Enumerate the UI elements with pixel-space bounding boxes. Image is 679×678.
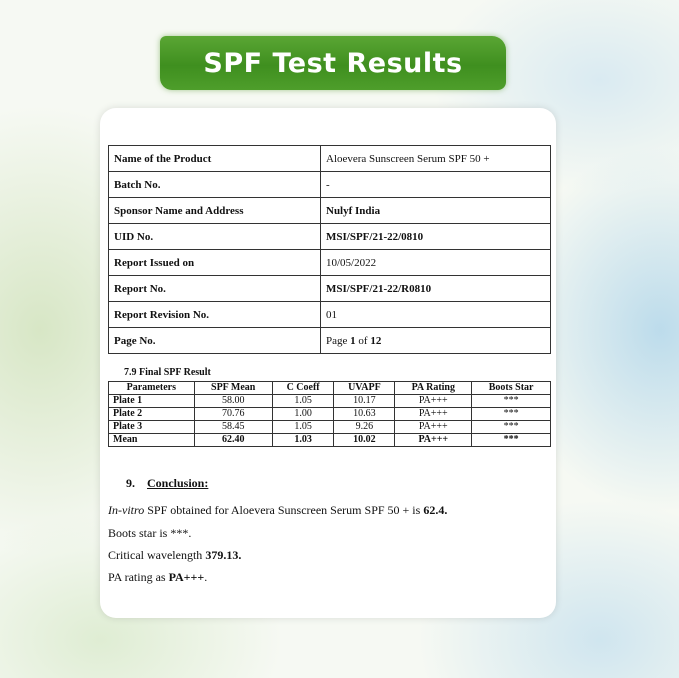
spf-text: SPF obtained for Aloevera Sunscreen Seru… (144, 503, 424, 517)
result-cell: PA+++ (394, 420, 473, 434)
info-row: Sponsor Name and Address Nulyf India (108, 197, 551, 224)
result-cell: *** (471, 394, 551, 408)
column-header: C Coeff (271, 381, 335, 395)
result-cell: PA+++ (394, 407, 473, 421)
info-label: Report Issued on (108, 249, 321, 276)
result-cell: PA+++ (394, 394, 473, 408)
result-cell: 58.45 (193, 420, 273, 434)
conclusion-pa-line: PA rating as PA+++. (108, 570, 207, 585)
info-value: Nulyf India (320, 197, 551, 224)
result-cell: *** (471, 420, 551, 434)
result-cell: Plate 1 (108, 394, 195, 408)
result-cell: Plate 3 (108, 420, 195, 434)
title-banner: SPF Test Results (160, 36, 506, 90)
info-label: UID No. (108, 223, 321, 250)
result-row: Plate 3 58.45 1.05 9.26 PA+++ *** (108, 420, 551, 434)
result-cell: 10.17 (333, 394, 396, 408)
result-row: Plate 2 70.76 1.00 10.63 PA+++ *** (108, 407, 551, 421)
conclusion-spf-line: In-vitro SPF obtained for Aloevera Sunsc… (108, 503, 447, 518)
info-label: Sponsor Name and Address (108, 197, 321, 224)
result-cell: Mean (108, 433, 195, 447)
result-cell: 62.40 (193, 433, 273, 447)
info-row: Report Revision No. 01 (108, 301, 551, 328)
result-cell: 58.00 (193, 394, 273, 408)
result-table-title: 7.9 Final SPF Result (124, 367, 211, 378)
column-header: Boots Star (471, 381, 551, 395)
info-row: Name of the Product Aloevera Sunscreen Se… (108, 145, 551, 172)
info-value: - (320, 171, 551, 198)
info-row: Batch No. - (108, 171, 551, 198)
info-value: 01 (320, 301, 551, 328)
spf-result-table: Parameters SPF Mean C Coeff UVAPF PA Rating B… (108, 381, 551, 447)
result-cell: 1.05 (271, 420, 335, 434)
product-info-table: Name of the Product Aloevera Sunscreen Se… (108, 145, 551, 354)
column-header: UVAPF (333, 381, 396, 395)
result-cell: 10.02 (333, 433, 396, 447)
result-row: Plate 1 58.00 1.05 10.17 PA+++ *** (108, 394, 551, 408)
conclusion-wavelength-line: Critical wavelength 379.13. (108, 548, 241, 563)
result-cell: 70.76 (193, 407, 273, 421)
info-label: Page No. (108, 327, 321, 354)
column-header: SPF Mean (193, 381, 273, 395)
section-title: Conclusion: (147, 476, 209, 490)
pa-value: PA+++ (168, 570, 205, 584)
column-header: Parameters (108, 381, 195, 395)
info-value: 10/05/2022 (320, 249, 551, 276)
info-value: MSI/SPF/21-22/R0810 (320, 275, 551, 302)
page-number: Page 1 of 12 (320, 327, 551, 354)
result-cell: Plate 2 (108, 407, 195, 421)
info-label: Batch No. (108, 171, 321, 198)
report-card: Name of the Product Aloevera Sunscreen Se… (100, 108, 556, 618)
section-number: 9. (126, 476, 135, 490)
pa-end: . (204, 570, 208, 584)
result-cell: 10.63 (333, 407, 396, 421)
info-value: MSI/SPF/21-22/0810 (320, 223, 551, 250)
wavelength-value: 379.13. (205, 548, 242, 562)
info-row: Report Issued on 10/05/2022 (108, 249, 551, 276)
spf-value: 62.4. (423, 503, 448, 517)
conclusion-heading: 9. Conclusion: (126, 476, 208, 491)
column-header: PA Rating (394, 381, 473, 395)
conclusion-boots-line: Boots star is ***. (108, 526, 192, 540)
info-value: Aloevera Sunscreen Serum SPF 50 + (320, 145, 551, 172)
result-cell: 1.05 (271, 394, 335, 408)
page-of: of (355, 334, 371, 347)
result-cell: 1.00 (271, 407, 335, 421)
pa-text: PA rating as (108, 570, 169, 584)
page-total: 12 (370, 334, 382, 347)
in-vitro-text: In-vitro (108, 503, 145, 517)
info-label: Report No. (108, 275, 321, 302)
info-label: Name of the Product (108, 145, 321, 172)
info-row: Report No. MSI/SPF/21-22/R0810 (108, 275, 551, 302)
wavelength-text: Critical wavelength (108, 548, 206, 562)
result-cell: PA+++ (394, 433, 473, 447)
info-row: UID No. MSI/SPF/21-22/0810 (108, 223, 551, 250)
result-cell: 9.26 (333, 420, 396, 434)
result-cell: 1.03 (271, 433, 335, 447)
result-cell: *** (471, 433, 551, 447)
result-cell: *** (471, 407, 551, 421)
info-row: Page No. Page 1 of 12 (108, 327, 551, 354)
page-title: SPF Test Results (203, 47, 463, 79)
page-prefix: Page (326, 334, 351, 347)
page-current: 1 (350, 334, 356, 347)
info-label: Report Revision No. (108, 301, 321, 328)
result-row: Mean 62.40 1.03 10.02 PA+++ *** (108, 433, 551, 447)
